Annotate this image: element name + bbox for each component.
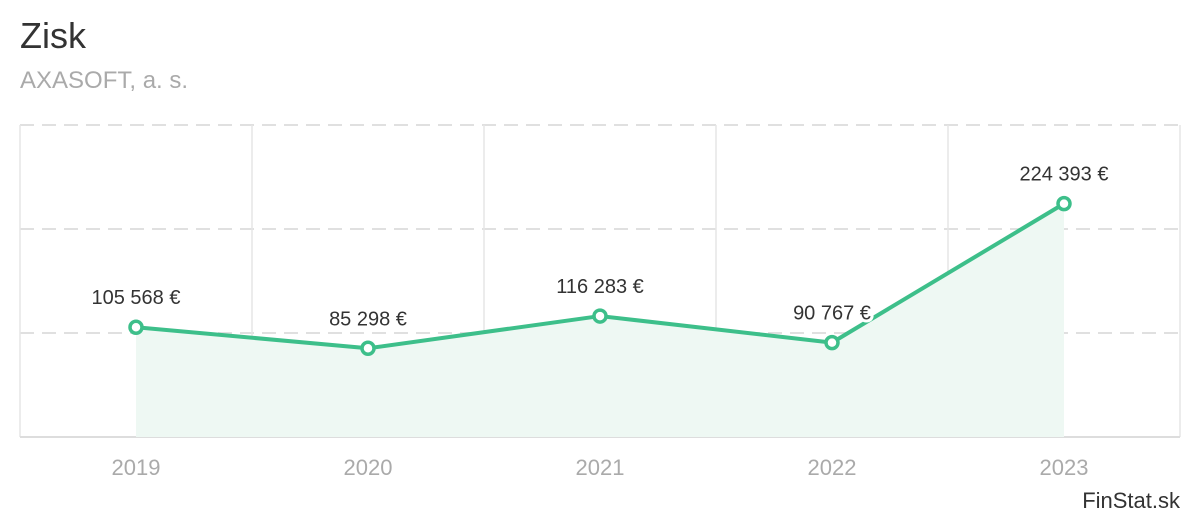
tick-layer: 2019 2020 2021 2022 2023 (112, 455, 1089, 480)
x-tick-label: 2020 (344, 455, 393, 480)
x-tick-label: 2022 (808, 455, 857, 480)
data-point (592, 308, 608, 324)
data-point (824, 334, 840, 351)
data-label: 90 767 € (793, 303, 871, 325)
data-label: 224 393 € (1020, 164, 1109, 186)
x-tick-label: 2019 (112, 455, 161, 480)
chart-title: Zisk (20, 15, 86, 56)
x-tick-label: 2021 (576, 455, 625, 480)
data-label: 85 298 € (329, 308, 407, 330)
label-layer: 105 568 € 85 298 € 116 283 € 90 767 € 224 39… (89, 161, 1112, 334)
chart-subtitle: AXASOFT, a. s. (20, 67, 189, 94)
point-layer (128, 195, 1072, 357)
data-point (128, 319, 144, 335)
x-tick-label: 2023 (1040, 455, 1089, 480)
data-label: 105 568 € (92, 287, 181, 309)
data-label: 116 283 € (556, 276, 644, 298)
watermark: FinStat.sk (1082, 488, 1180, 513)
data-point (360, 340, 376, 357)
data-point (1056, 195, 1072, 212)
